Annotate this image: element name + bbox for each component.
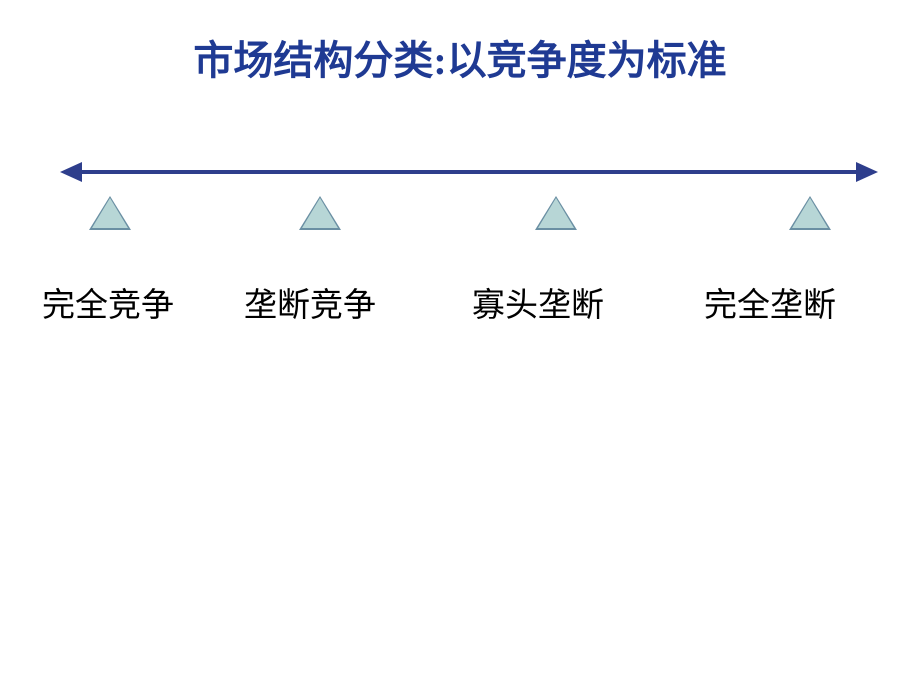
category-label: 垄断竞争 — [244, 278, 376, 326]
category-label: 完全竞争 — [42, 278, 174, 326]
arrow-line — [80, 170, 858, 174]
category-label: 完全垄断 — [704, 278, 836, 326]
category-label: 寡头垄断 — [472, 278, 604, 326]
arrow-head-left-icon — [60, 162, 82, 182]
arrow-head-right-icon — [856, 162, 878, 182]
diagram-title: 市场结构分类:以竞争度为标准 — [0, 28, 920, 86]
